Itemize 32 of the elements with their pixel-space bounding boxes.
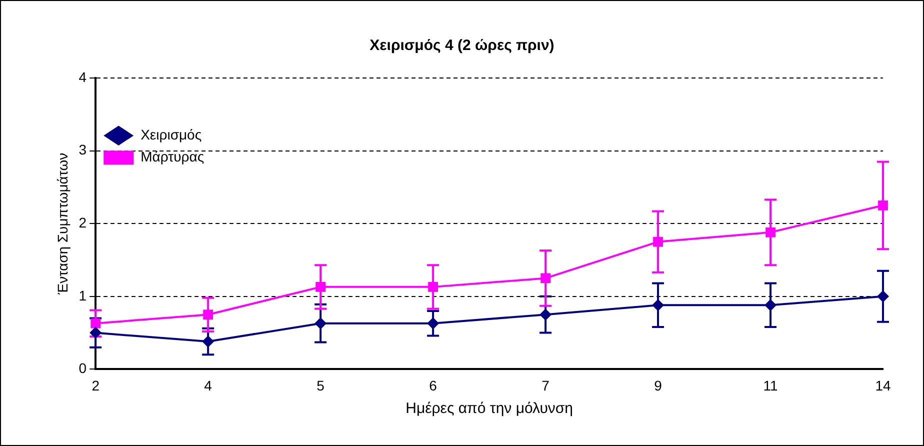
point bbox=[428, 282, 438, 292]
chart-title: Χειρισμός 4 (2 ώρες πριν) bbox=[368, 37, 556, 54]
x-tick-label: 6 bbox=[429, 377, 438, 394]
x-tick-label: 9 bbox=[654, 377, 662, 394]
point bbox=[314, 317, 327, 330]
point bbox=[540, 308, 552, 321]
y-tick-label: 4 bbox=[78, 68, 87, 85]
point bbox=[540, 273, 550, 284]
y-tick-label: 3 bbox=[78, 142, 87, 158]
y-tick-label: 1 bbox=[78, 287, 87, 304]
point bbox=[202, 336, 214, 348]
point bbox=[653, 236, 663, 247]
y-tick-label: 0 bbox=[78, 360, 87, 376]
point bbox=[878, 200, 888, 210]
point bbox=[427, 317, 440, 330]
x-tick-label: 14 bbox=[875, 377, 891, 394]
legend-label: Χειρισμός bbox=[140, 126, 202, 142]
x-tick-label: 4 bbox=[204, 377, 212, 394]
x-tick-label: 11 bbox=[763, 377, 778, 394]
x-tick-label: 7 bbox=[542, 377, 550, 394]
y-tick-label: 2 bbox=[78, 214, 87, 230]
point bbox=[766, 227, 776, 238]
x-tick-label: 5 bbox=[316, 377, 325, 394]
legend-label: Μάρτυρας bbox=[140, 148, 204, 164]
point bbox=[316, 282, 326, 292]
x-axis-title: Ημέρες από την μόλυνση bbox=[406, 400, 573, 418]
x-tick-label: 2 bbox=[92, 377, 100, 394]
point bbox=[877, 290, 889, 302]
y-axis-title: Ένταση Συμπτωμάτων bbox=[54, 152, 70, 296]
point bbox=[764, 299, 777, 312]
point bbox=[652, 299, 664, 312]
point bbox=[203, 310, 214, 320]
